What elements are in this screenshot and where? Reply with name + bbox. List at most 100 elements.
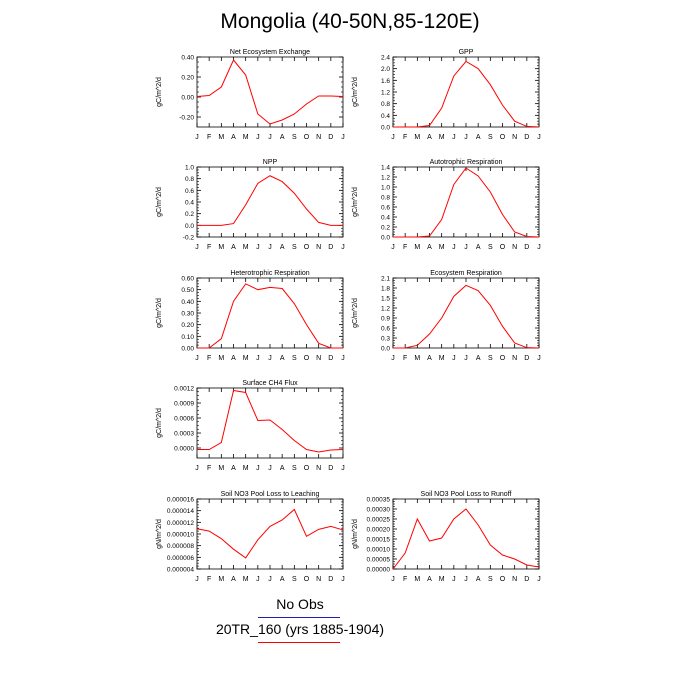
- x-tick-label: J: [341, 244, 345, 251]
- x-tick-label: J: [452, 355, 456, 362]
- chart-panel-6: Surface CH4 Flux gC/m^2/d 0.0000 0.0003 0.00…: [156, 380, 345, 472]
- x-tick-label: F: [207, 244, 211, 251]
- y-axis-label: gC/m^2/d: [156, 408, 163, 438]
- x-tick-label: J: [256, 134, 260, 141]
- plot-frame: [196, 166, 344, 238]
- y-tick-label: 1.8: [381, 286, 390, 293]
- chart-title: Soil NO3 Pool Loss to Leaching: [221, 491, 320, 498]
- x-tick-label: J: [268, 134, 272, 141]
- x-tick-label: N: [316, 244, 321, 251]
- plot-frame: [392, 277, 540, 349]
- y-tick-label: 0.2: [381, 225, 390, 232]
- plot-frame: [196, 277, 344, 349]
- y-tick-label: 0.9: [381, 316, 390, 323]
- x-tick-label: A: [476, 134, 481, 141]
- x-tick-label: D: [328, 244, 333, 251]
- y-tick-label: 0.4: [381, 113, 390, 120]
- chart-panel-3: Autotrophic Respiration gC/m^2/d 0.0 0.2 0.4…: [352, 159, 541, 251]
- page-title: Mongolia (40-50N,85-120E): [220, 10, 480, 33]
- y-tick-label: 0.0003: [174, 431, 194, 438]
- y-tick-label: 0.00030: [367, 507, 391, 514]
- x-tick-label: F: [207, 355, 211, 362]
- x-tick-label: D: [524, 134, 529, 141]
- x-tick-label: F: [403, 576, 407, 583]
- x-tick-label: O: [500, 134, 506, 141]
- x-tick-label: M: [218, 134, 224, 141]
- y-tick-label: 0.8: [381, 101, 390, 108]
- series-line: [393, 60, 540, 128]
- x-tick-label: J: [256, 465, 260, 472]
- series-line: [393, 284, 540, 349]
- x-tick-label: A: [476, 576, 481, 583]
- x-tick-label: J: [452, 134, 456, 141]
- x-tick-label: O: [500, 244, 506, 251]
- y-tick-label: 0.8: [185, 176, 194, 183]
- x-tick-label: N: [512, 134, 517, 141]
- plot-frame: [196, 387, 344, 459]
- series-line: [197, 283, 343, 349]
- x-tick-label: M: [414, 134, 420, 141]
- chart-title: Net Ecosystem Exchange: [230, 49, 310, 56]
- x-tick-label: F: [403, 244, 407, 251]
- y-tick-label: -0.2: [183, 235, 195, 242]
- x-tick-label: D: [328, 465, 333, 472]
- x-tick-label: A: [231, 465, 236, 472]
- plot-frame: [392, 56, 540, 128]
- x-tick-label: N: [316, 465, 321, 472]
- y-tick-label: 0.8: [381, 195, 390, 202]
- x-tick-label: A: [427, 134, 432, 141]
- x-tick-label: M: [243, 465, 249, 472]
- y-tick-label: 0.0: [381, 235, 390, 242]
- x-tick-label: J: [341, 576, 345, 583]
- legend-line-model: [258, 642, 340, 643]
- y-tick-label: 0.00025: [367, 517, 391, 524]
- x-tick-label: M: [218, 355, 224, 362]
- x-tick-label: M: [439, 134, 445, 141]
- y-tick-label: 0.20: [181, 75, 194, 82]
- y-tick-label: 0.4: [381, 215, 390, 222]
- y-axis-label: gC/m^2/d: [156, 298, 163, 328]
- x-tick-label: D: [328, 576, 333, 583]
- x-tick-label: J: [341, 465, 345, 472]
- x-tick-label: O: [304, 244, 310, 251]
- chart-title: Soil NO3 Pool Loss to Runoff: [421, 491, 512, 498]
- x-tick-label: M: [439, 355, 445, 362]
- x-tick-label: J: [195, 465, 199, 472]
- x-tick-label: J: [256, 244, 260, 251]
- x-tick-label: D: [524, 576, 529, 583]
- y-tick-label: 0.6: [381, 326, 390, 333]
- x-tick-label: J: [391, 244, 395, 251]
- x-tick-label: J: [537, 244, 541, 251]
- y-tick-label: 0.00000: [367, 567, 391, 574]
- x-tick-label: J: [452, 576, 456, 583]
- x-tick-label: M: [414, 244, 420, 251]
- x-tick-label: J: [391, 576, 395, 583]
- y-tick-label: 2.0: [381, 66, 390, 73]
- x-tick-label: M: [439, 576, 445, 583]
- x-tick-label: F: [403, 134, 407, 141]
- y-tick-label: 0.30: [181, 311, 194, 318]
- y-tick-label: 0.000012: [167, 520, 194, 527]
- x-tick-label: F: [403, 355, 407, 362]
- x-tick-label: S: [292, 465, 297, 472]
- y-tick-label: 0.50: [181, 287, 194, 294]
- y-tick-label: 2.4: [381, 55, 390, 62]
- x-tick-label: M: [243, 134, 249, 141]
- y-tick-label: 1.2: [381, 90, 390, 97]
- y-tick-label: 2.1: [381, 276, 390, 283]
- y-tick-label: 0.10: [181, 334, 194, 341]
- y-tick-label: 0.000016: [167, 497, 194, 504]
- y-tick-label: 0.3: [381, 336, 390, 343]
- x-tick-label: J: [268, 465, 272, 472]
- y-tick-label: 0.6: [381, 205, 390, 212]
- x-tick-label: J: [464, 244, 468, 251]
- plot-frame: [392, 166, 540, 238]
- y-tick-label: 0.0: [381, 346, 390, 353]
- x-tick-label: O: [304, 576, 310, 583]
- x-tick-label: S: [488, 244, 493, 251]
- y-tick-label: 1.0: [185, 165, 194, 172]
- x-tick-label: A: [280, 576, 285, 583]
- y-axis-label: gN/m^2/d: [352, 519, 359, 549]
- x-tick-label: J: [256, 576, 260, 583]
